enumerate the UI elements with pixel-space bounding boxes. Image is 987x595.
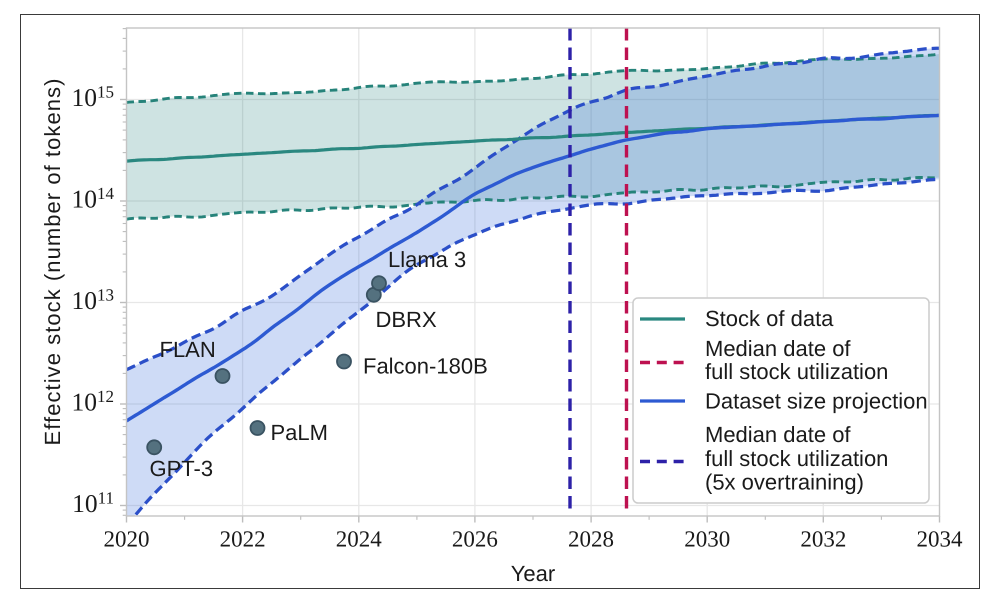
svg-text:2024: 2024 — [336, 527, 383, 552]
svg-text:full stock utilization: full stock utilization — [705, 359, 888, 384]
svg-text:Llama 3: Llama 3 — [388, 247, 466, 272]
svg-text:2032: 2032 — [800, 527, 846, 552]
svg-text:1013: 1013 — [72, 286, 115, 316]
svg-text:1014: 1014 — [72, 184, 115, 214]
svg-text:Year: Year — [511, 561, 555, 586]
svg-text:Stock of data: Stock of data — [705, 306, 834, 331]
svg-text:(5x overtraining): (5x overtraining) — [705, 469, 864, 494]
svg-text:Median date of: Median date of — [705, 422, 851, 447]
svg-text:DBRX: DBRX — [376, 307, 437, 332]
svg-text:1012: 1012 — [72, 387, 115, 417]
svg-text:GPT-3: GPT-3 — [150, 456, 214, 481]
svg-text:2020: 2020 — [104, 527, 150, 552]
svg-text:1015: 1015 — [72, 83, 115, 113]
svg-text:full stock utilization: full stock utilization — [705, 446, 888, 471]
svg-text:FLAN: FLAN — [160, 337, 216, 362]
svg-text:2026: 2026 — [452, 527, 498, 552]
svg-text:Dataset size projection: Dataset size projection — [705, 389, 928, 414]
svg-text:2022: 2022 — [220, 527, 266, 552]
svg-text:Effective stock (number of tok: Effective stock (number of tokens) — [40, 78, 65, 446]
svg-text:2028: 2028 — [568, 527, 614, 552]
svg-text:2034: 2034 — [916, 527, 963, 552]
svg-text:1011: 1011 — [72, 489, 114, 519]
svg-text:Falcon-180B: Falcon-180B — [363, 354, 488, 379]
svg-text:2030: 2030 — [684, 527, 730, 552]
svg-text:Median date of: Median date of — [705, 336, 851, 361]
svg-text:PaLM: PaLM — [271, 420, 328, 445]
